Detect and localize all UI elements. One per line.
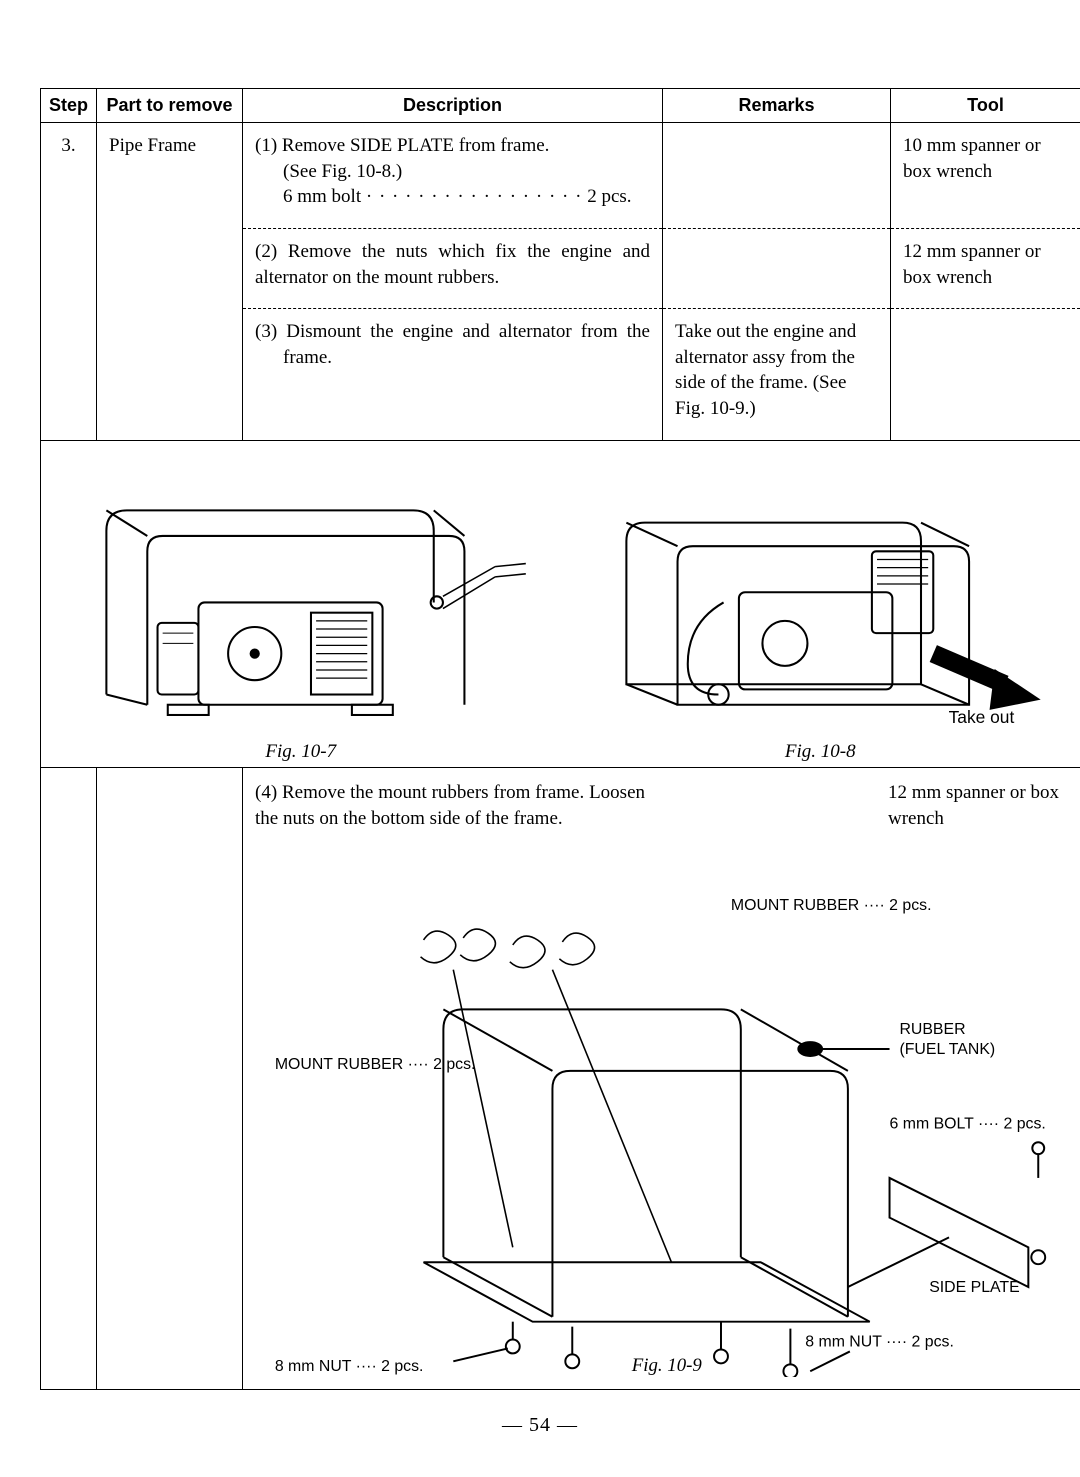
- figure-10-7-svg: [45, 449, 557, 735]
- cell-remarks: [663, 228, 891, 308]
- figure-10-9-svg: MOUNT RUBBER ···· 2 pcs. MOUNT RUBBER ··…: [255, 821, 1068, 1376]
- cell-part: [97, 309, 243, 441]
- figures-cell: Fig. 10-7: [41, 440, 1080, 767]
- table-header-row: Step Part to remove Description Remarks …: [41, 89, 1080, 123]
- instruction-table: Step Part to remove Description Remarks …: [40, 88, 1080, 1390]
- page-number: — 54 —: [40, 1414, 1040, 1437]
- desc-text: 2 pcs.: [582, 186, 631, 207]
- desc-dots: · · · · · · · · · · · · · · · · ·: [366, 186, 583, 207]
- th-remarks: Remarks: [663, 89, 891, 123]
- callout-mount-rubber-right: MOUNT RUBBER ···· 2 pcs.: [731, 898, 932, 915]
- cell-remarks: Take out the engine and alternator assy …: [663, 309, 891, 441]
- table-row: 3. Pipe Frame (1) Remove SIDE PLATE from…: [41, 123, 1080, 229]
- figure-10-8-svg: Take out: [565, 449, 1077, 735]
- desc-line: (3) Dismount the engine and alternator f…: [283, 319, 650, 370]
- cell-tool: 10 mm spanner or box wrench: [891, 123, 1080, 229]
- th-desc: Description: [243, 89, 663, 123]
- callout-8mm-nut-left: 8 mm NUT ···· 2 pcs.: [275, 1359, 424, 1376]
- callout-6mm-bolt: 6 mm BOLT ···· 2 pcs.: [890, 1116, 1046, 1133]
- cell-step: [41, 228, 97, 308]
- cell-part: [97, 768, 243, 1390]
- takeout-label: Take out: [948, 707, 1014, 727]
- desc-line: (1) Remove SIDE PLATE from frame.: [255, 133, 650, 159]
- desc-text: 6 mm bolt: [283, 186, 366, 207]
- callout-rubber: RUBBER: [899, 1022, 965, 1039]
- figure-10-8: Take out Fig. 10-8: [561, 441, 1080, 767]
- cell-desc: (3) Dismount the engine and alternator f…: [243, 309, 663, 441]
- desc-line: (See Fig. 10-8.): [255, 159, 650, 185]
- table-row: (3) Dismount the engine and alternator f…: [41, 309, 1080, 441]
- th-part: Part to remove: [97, 89, 243, 123]
- figure-row: Fig. 10-7: [41, 440, 1080, 767]
- figure-caption: Fig. 10-9: [631, 1356, 703, 1377]
- figure-10-7: Fig. 10-7: [41, 441, 561, 767]
- cell-desc: (1) Remove SIDE PLATE from frame. (See F…: [243, 123, 663, 229]
- cell-tool: 12 mm spanner or box wrench: [891, 228, 1080, 308]
- cell-remarks: [663, 123, 891, 229]
- callout-8mm-nut-right: 8 mm NUT ···· 2 pcs.: [805, 1334, 954, 1351]
- th-tool: Tool: [891, 89, 1080, 123]
- cell-part: [97, 228, 243, 308]
- th-step: Step: [41, 89, 97, 123]
- page: Step Part to remove Description Remarks …: [0, 0, 1080, 1477]
- table-row: (2) Remove the nuts which fix the engine…: [41, 228, 1080, 308]
- cell-step: [41, 309, 97, 441]
- cell-tool: [891, 309, 1080, 441]
- cell-step: [41, 768, 97, 1390]
- desc-line: 6 mm bolt · · · · · · · · · · · · · · · …: [255, 184, 650, 210]
- cell-part: Pipe Frame: [97, 123, 243, 229]
- callout-rubber-sub: (FUEL TANK): [899, 1041, 995, 1058]
- cell-step: 3.: [41, 123, 97, 229]
- table-row: (4) Remove the mount rubbers from frame.…: [41, 768, 1080, 1390]
- figure-caption: Fig. 10-8: [785, 741, 856, 763]
- cell-step4: (4) Remove the mount rubbers from frame.…: [243, 768, 1080, 1390]
- callout-mount-rubber-left: MOUNT RUBBER ···· 2 pcs.: [275, 1056, 476, 1073]
- cell-desc: (2) Remove the nuts which fix the engine…: [243, 228, 663, 308]
- callout-side-plate: SIDE PLATE: [929, 1279, 1020, 1296]
- figure-caption: Fig. 10-7: [265, 741, 336, 763]
